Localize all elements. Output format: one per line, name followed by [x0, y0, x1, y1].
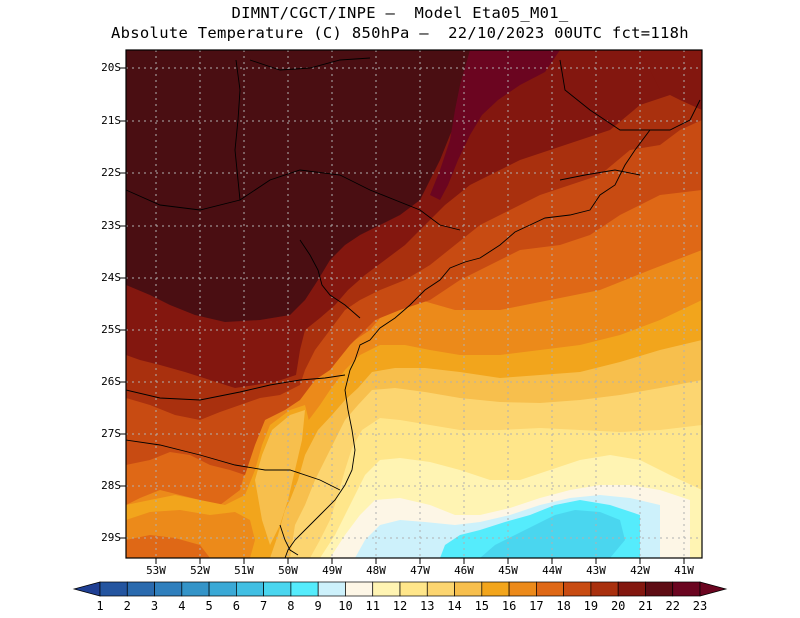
colorbar-label: 15 — [474, 599, 490, 613]
band-8 — [480, 510, 625, 558]
band-23 — [430, 50, 560, 200]
colorbar-label: 14 — [447, 599, 462, 613]
colorbar-label: 17 — [529, 599, 544, 613]
colorbar-swatch — [508, 581, 537, 597]
colorbar-arrow-low — [72, 581, 101, 597]
map-title-line2: Absolute Temperature (C) 850hPa – 22/10/… — [111, 24, 689, 42]
temperature-field — [126, 50, 702, 558]
colorbar-swatch — [290, 581, 319, 597]
colorbar-swatch — [563, 581, 592, 597]
colorbar-label: 23 — [692, 599, 708, 613]
lagoa-dos-patos — [279, 524, 299, 556]
colorbar-label: 6 — [232, 599, 240, 613]
colorbar — [72, 581, 728, 597]
colorbar-swatch — [317, 581, 346, 597]
lat-label: 24S — [101, 271, 121, 284]
band-15-sw — [255, 410, 305, 545]
colorbar-label: 19 — [583, 599, 599, 613]
colorbar-swatch — [672, 581, 701, 597]
colorbar-swatch — [99, 581, 128, 597]
colorbar-swatch — [154, 581, 183, 597]
colorbar-label: 13 — [420, 599, 435, 613]
colorbar-label: 12 — [392, 599, 408, 613]
colorbar-swatch — [645, 581, 674, 597]
colorbar-label: 21 — [638, 599, 653, 613]
map-title-line1: DIMNT/CGCT/INPE – Model Eta05_M01_ — [231, 4, 569, 22]
state-border-sc-rs — [125, 439, 341, 491]
band-18-sw — [126, 535, 210, 558]
lon-label: 45W — [498, 564, 518, 577]
colorbar-swatch — [236, 581, 264, 597]
colorbar-swatch — [372, 581, 401, 597]
band-22 — [126, 50, 560, 322]
coastline — [284, 99, 701, 559]
colorbar-label: 22 — [665, 599, 680, 613]
colorbar-swatch — [399, 581, 428, 597]
colorbar-swatch — [481, 581, 510, 597]
colorbar-label: 20 — [610, 599, 626, 613]
colorbar-swatch — [263, 581, 292, 597]
lon-label: 46W — [454, 564, 474, 577]
lon-label: 49W — [322, 564, 342, 577]
colorbar-label: 16 — [501, 599, 517, 613]
state-border-mg-sp — [125, 169, 461, 231]
map-frame — [125, 49, 703, 559]
colorbar-label: 7 — [260, 599, 268, 613]
state-border-ms — [234, 59, 241, 201]
lon-label: 44W — [542, 564, 562, 577]
lon-label: 48W — [366, 564, 386, 577]
colorbar-swatch — [426, 581, 455, 597]
lat-label: 26S — [101, 375, 121, 388]
state-border-go-mg — [249, 57, 371, 71]
lon-label: 52W — [190, 564, 210, 577]
colorbar-swatch — [590, 581, 619, 597]
colorbar-swatch — [617, 581, 646, 597]
colorbar-label: 1 — [96, 599, 104, 613]
lon-label: 47W — [410, 564, 430, 577]
band-22-ne — [640, 50, 702, 110]
lat-label: 27S — [101, 427, 121, 440]
lon-label: 42W — [630, 564, 650, 577]
coastline-borders — [125, 57, 701, 559]
lat-label: 23S — [101, 219, 121, 232]
colorbar-arrow-high — [699, 581, 728, 597]
colorbar-swatch — [126, 581, 155, 597]
state-border-mg-es — [559, 59, 650, 131]
colorbar-label: 8 — [287, 599, 295, 613]
lat-label: 28S — [101, 479, 121, 492]
state-border-pr-sc — [125, 374, 346, 401]
lon-label: 50W — [278, 564, 298, 577]
colorbar-label: 9 — [314, 599, 322, 613]
colorbar-label: 11 — [365, 599, 380, 613]
colorbar-label: 18 — [556, 599, 571, 613]
colorbar-label: 2 — [123, 599, 131, 613]
lon-label: 51W — [234, 564, 254, 577]
state-border-sp-pr — [299, 239, 361, 319]
lat-label: 29S — [101, 531, 121, 544]
colorbar-swatch — [345, 581, 374, 597]
colorbar-label: 3 — [150, 599, 159, 613]
colorbar-swatch — [208, 581, 237, 597]
lat-label: 25S — [101, 323, 121, 336]
tick-marks — [120, 67, 685, 564]
colorbar-label: 5 — [205, 599, 213, 613]
colorbar-swatch — [536, 581, 564, 597]
colorbar-label: 10 — [338, 599, 353, 613]
lon-label: 43W — [586, 564, 606, 577]
lat-label: 21S — [101, 114, 121, 127]
lat-label: 20S — [101, 61, 121, 74]
lon-label: 41W — [674, 564, 694, 577]
colorbar-swatch — [181, 581, 210, 597]
lat-label: 22S — [101, 166, 121, 179]
colorbar-label: 4 — [178, 599, 186, 613]
state-border-rj — [559, 169, 641, 181]
lon-label: 53W — [146, 564, 166, 577]
colorbar-swatch — [454, 581, 483, 597]
